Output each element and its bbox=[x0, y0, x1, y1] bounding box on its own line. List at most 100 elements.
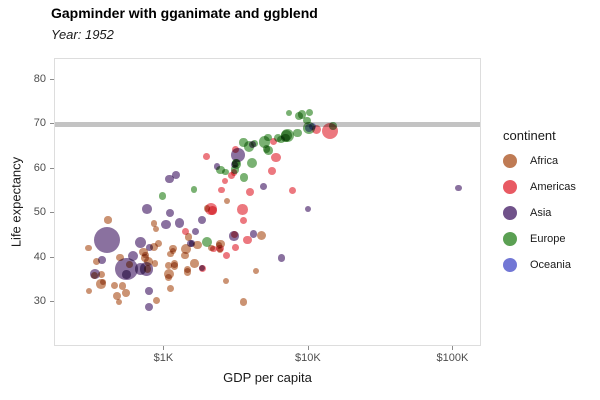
y-tick-mark bbox=[50, 256, 54, 258]
data-point bbox=[153, 225, 160, 232]
data-point bbox=[216, 166, 225, 175]
data-point bbox=[281, 128, 295, 142]
data-point bbox=[134, 236, 147, 248]
data-point bbox=[199, 265, 206, 272]
data-point bbox=[230, 148, 245, 162]
x-tick-mark bbox=[163, 346, 165, 350]
data-point bbox=[257, 230, 267, 240]
data-point bbox=[303, 116, 311, 125]
y-tick-label: 80 bbox=[33, 72, 46, 85]
data-point bbox=[104, 216, 112, 224]
data-point bbox=[288, 186, 297, 195]
data-point bbox=[163, 268, 175, 280]
legend-key-dot bbox=[503, 180, 517, 194]
data-point bbox=[240, 173, 249, 182]
legend-key-dot bbox=[503, 206, 517, 220]
data-point bbox=[184, 266, 192, 274]
data-point bbox=[97, 256, 106, 264]
data-point bbox=[305, 108, 314, 116]
data-point bbox=[142, 204, 152, 215]
data-point bbox=[122, 270, 131, 279]
data-point bbox=[110, 281, 119, 290]
legend-key-dot bbox=[503, 258, 517, 272]
y-tick-label: 40 bbox=[33, 250, 46, 263]
data-point bbox=[277, 254, 286, 262]
data-point bbox=[164, 261, 172, 269]
data-point bbox=[243, 141, 254, 152]
data-point bbox=[118, 282, 126, 290]
data-point bbox=[202, 153, 210, 161]
y-tick-label: 30 bbox=[33, 295, 46, 307]
data-point bbox=[222, 252, 230, 260]
data-point bbox=[329, 121, 338, 130]
data-point bbox=[259, 183, 267, 191]
data-point bbox=[174, 218, 185, 228]
data-point bbox=[112, 292, 121, 301]
data-point bbox=[95, 279, 106, 289]
legend-item-label: Americas bbox=[530, 181, 576, 193]
data-point bbox=[165, 175, 174, 184]
data-point bbox=[161, 219, 172, 230]
data-point bbox=[221, 177, 229, 185]
data-point bbox=[154, 239, 163, 248]
data-point bbox=[85, 244, 92, 252]
reference-line bbox=[55, 121, 480, 127]
data-point bbox=[258, 136, 271, 149]
x-tick-label: $100K bbox=[436, 352, 469, 364]
plot-panel bbox=[54, 58, 481, 346]
data-point bbox=[144, 256, 154, 266]
legend-item-label: Europe bbox=[530, 233, 566, 245]
data-point bbox=[151, 220, 158, 227]
data-point bbox=[312, 125, 322, 135]
data-point bbox=[198, 215, 207, 224]
data-point bbox=[249, 229, 258, 238]
data-point bbox=[146, 244, 153, 251]
x-tick-label: $10K bbox=[295, 352, 321, 364]
data-point bbox=[231, 159, 241, 169]
data-point bbox=[169, 244, 177, 253]
data-point bbox=[166, 285, 175, 293]
data-point bbox=[144, 303, 153, 312]
data-point bbox=[218, 186, 225, 194]
data-point bbox=[139, 262, 154, 276]
data-point bbox=[223, 277, 230, 284]
data-point bbox=[230, 165, 239, 174]
legend-item-oceania: Oceania bbox=[503, 257, 571, 273]
data-point bbox=[262, 145, 271, 153]
data-point bbox=[122, 289, 130, 297]
legend-item-americas: Americas bbox=[503, 179, 576, 195]
data-point bbox=[246, 187, 255, 196]
data-point bbox=[268, 167, 277, 176]
y-tick-mark bbox=[50, 123, 54, 125]
data-point bbox=[181, 251, 189, 260]
data-point bbox=[239, 216, 248, 225]
data-point bbox=[270, 138, 278, 146]
legend-item-africa: Africa bbox=[503, 153, 558, 169]
legend-item-label: Africa bbox=[530, 155, 559, 167]
data-point bbox=[202, 236, 212, 247]
data-point bbox=[190, 259, 199, 268]
data-point bbox=[85, 287, 93, 295]
data-point bbox=[165, 208, 174, 217]
plot-subtitle: Year: 1952 bbox=[51, 27, 114, 42]
y-tick-mark bbox=[50, 167, 54, 169]
data-point bbox=[237, 204, 248, 215]
data-point bbox=[305, 205, 312, 212]
data-point bbox=[93, 258, 101, 266]
data-point bbox=[455, 185, 462, 192]
data-point bbox=[151, 260, 159, 268]
data-point bbox=[167, 251, 174, 258]
data-point bbox=[139, 247, 148, 257]
data-point bbox=[98, 270, 106, 278]
data-point bbox=[193, 240, 202, 249]
data-point bbox=[116, 253, 124, 262]
legend-item-asia: Asia bbox=[503, 205, 551, 221]
data-point bbox=[216, 244, 224, 253]
legend-item-europe: Europe bbox=[503, 231, 565, 247]
legend-key-dot bbox=[503, 154, 517, 168]
data-point bbox=[285, 109, 292, 117]
x-tick-mark bbox=[307, 346, 309, 350]
x-tick-mark bbox=[452, 346, 454, 350]
plot-title: Gapminder with gganimate and ggblend bbox=[51, 5, 318, 21]
data-point bbox=[115, 258, 138, 281]
